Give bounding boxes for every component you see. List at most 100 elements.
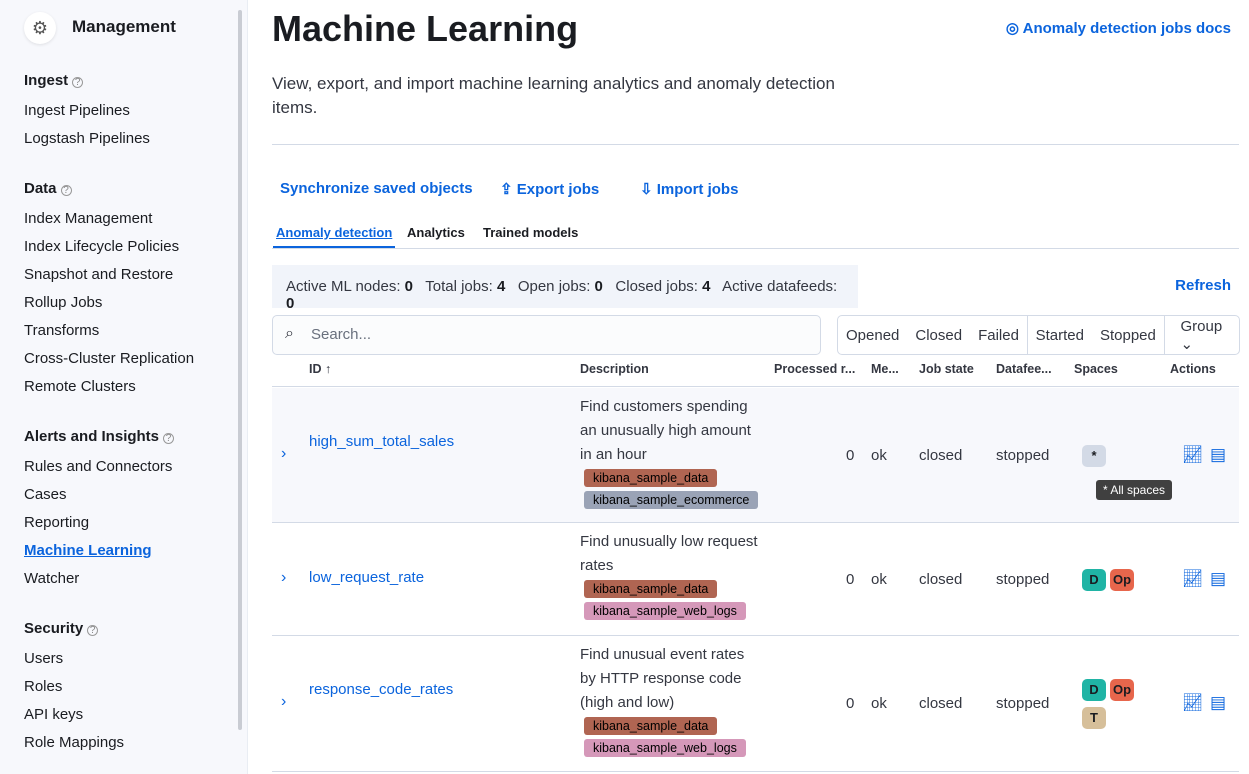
filter-failed[interactable]: Failed <box>978 326 1019 344</box>
group-badge[interactable]: kibana_sample_web_logs <box>584 602 746 620</box>
tab-trained-models[interactable]: Trained models <box>483 225 579 240</box>
filter-closed[interactable]: Closed <box>915 326 963 344</box>
column-processed[interactable]: Processed r... <box>774 362 856 376</box>
group-badge[interactable]: kibana_sample_web_logs <box>584 739 746 757</box>
export-icon: ⇪ <box>500 181 517 198</box>
group-badge[interactable]: kibana_sample_data <box>584 580 718 598</box>
expand-row-chevron-icon[interactable]: › <box>281 444 287 462</box>
export-jobs-link[interactable]: ⇪ Export jobs <box>500 181 600 198</box>
job-state: closed <box>919 570 963 588</box>
tab-anomaly-detection[interactable]: Anomaly detection <box>273 225 396 248</box>
sidebar-section: Alerts and Insights? <box>24 428 175 445</box>
table-row <box>272 523 1239 636</box>
import-jobs-link[interactable]: ⇩ Import jobs <box>640 181 739 198</box>
help-icon: ? <box>163 433 175 444</box>
sort-up-icon: ↑ <box>324 362 332 376</box>
table-icon[interactable]: ▤ <box>1210 693 1227 712</box>
column-spaces: Spaces <box>1074 362 1118 376</box>
refresh-button[interactable]: Refresh <box>1175 277 1231 294</box>
sidebar: ⚙ Management Ingest? Ingest Pipelines Logs… <box>0 0 248 774</box>
search-icon: ⌕ <box>285 325 294 342</box>
sidebar-item[interactable]: Index Management <box>24 210 153 227</box>
sidebar-item[interactable]: Ingest Pipelines <box>24 102 130 119</box>
sidebar-item[interactable]: Logstash Pipelines <box>24 130 150 147</box>
space-avatar[interactable]: Op <box>1110 568 1134 591</box>
table-icon[interactable]: ▤ <box>1210 444 1227 464</box>
column-id[interactable]: ID ↑ <box>309 362 332 376</box>
tooltip: * All spaces <box>1096 480 1173 500</box>
job-description: Find unusual event rates by HTTP respons… <box>580 646 745 711</box>
memory-status: ok <box>871 695 887 712</box>
divider <box>272 144 1239 145</box>
job-id-link[interactable]: response_code_rates <box>309 681 454 698</box>
column-description[interactable]: Description <box>580 362 649 376</box>
tab-analytics[interactable]: Analytics <box>407 225 465 240</box>
space-avatar[interactable]: T <box>1082 707 1106 729</box>
expand-row-chevron-icon[interactable]: › <box>281 693 287 710</box>
sidebar-item[interactable]: Rollup Jobs <box>24 294 103 311</box>
job-state: closed <box>919 446 963 464</box>
page-title: Machine Learning <box>272 8 579 49</box>
sidebar-scrollbar[interactable] <box>238 10 242 730</box>
sidebar-item[interactable]: Reporting <box>24 514 90 531</box>
column-job-state[interactable]: Job state <box>919 362 974 376</box>
filter-stopped[interactable]: Stopped <box>1099 326 1156 344</box>
space-avatar[interactable]: * <box>1082 444 1106 467</box>
gear-icon: ⚙ <box>24 12 56 44</box>
sidebar-section: Data? <box>24 180 72 197</box>
job-id-link[interactable]: high_sum_total_sales <box>309 432 455 450</box>
import-icon: ⇩ <box>640 181 657 198</box>
page-description: View, export, and import machine learnin… <box>272 74 835 117</box>
sidebar-item[interactable]: Remote Clusters <box>24 378 136 395</box>
sidebar-section: Security? <box>24 620 99 637</box>
group-badge[interactable]: kibana_sample_data <box>584 469 718 487</box>
column-datafeed[interactable]: Datafee... <box>996 362 1052 376</box>
group-badge[interactable]: kibana_sample_data <box>584 717 718 735</box>
sidebar-item[interactable]: Index Lifecycle Policies <box>24 238 180 255</box>
datafeed-state: stopped <box>996 446 1050 464</box>
help-icon: ? <box>60 185 72 196</box>
help-icon: ? <box>72 77 84 88</box>
processed-records: 0 <box>846 446 855 464</box>
processed-records: 0 <box>846 570 855 588</box>
filter-opened[interactable]: Opened <box>846 326 900 344</box>
docs-link[interactable]: ◎ Anomaly detection jobs docs <box>1005 20 1231 37</box>
sync-saved-objects-link[interactable]: Synchronize saved objects <box>280 180 473 197</box>
column-actions: Actions <box>1170 362 1216 376</box>
chart-icon[interactable]: 📈︎ <box>1182 693 1204 712</box>
sidebar-item[interactable]: Roles <box>24 678 63 695</box>
job-id-link[interactable]: low_request_rate <box>309 568 425 586</box>
job-description: Find customers spending an unusually hig… <box>580 398 751 463</box>
sidebar-title: Management <box>72 17 176 36</box>
sidebar-item[interactable]: Transforms <box>24 322 100 339</box>
chevron-down-icon: ⌄ <box>1180 335 1194 353</box>
processed-records: 0 <box>846 695 855 712</box>
table-icon[interactable]: ▤ <box>1210 568 1227 588</box>
sidebar-item[interactable]: Users <box>24 650 64 667</box>
sidebar-item[interactable]: Snapshot and Restore <box>24 266 174 283</box>
table-row <box>272 636 1239 772</box>
sidebar-item[interactable]: Machine Learning <box>24 542 152 559</box>
sidebar-item[interactable]: Rules and Connectors <box>24 458 173 475</box>
chart-icon[interactable]: 📈︎ <box>1182 444 1204 464</box>
sidebar-item[interactable]: API keys <box>24 706 84 723</box>
search-input[interactable]: ⌕ Search... <box>272 315 821 355</box>
space-avatar[interactable]: D <box>1082 568 1106 591</box>
filter-started[interactable]: Started <box>1035 326 1084 344</box>
sidebar-item[interactable]: Cross-Cluster Replication <box>24 350 195 367</box>
expand-row-chevron-icon[interactable]: › <box>281 568 287 586</box>
help-icon: ? <box>87 625 99 636</box>
group-badge[interactable]: kibana_sample_ecommerce <box>584 491 759 509</box>
space-avatar[interactable]: D <box>1082 679 1106 701</box>
column-memory[interactable]: Me... <box>871 362 899 376</box>
sidebar-item[interactable]: Watcher <box>24 570 80 587</box>
chart-icon[interactable]: 📈︎ <box>1182 568 1204 588</box>
filter-group-dropdown[interactable]: Group ⌄ <box>1165 318 1239 353</box>
help-icon: ◎ <box>1005 20 1023 37</box>
job-description: Find unusually low request rates <box>580 533 758 574</box>
sidebar-section: Ingest? <box>24 72 84 89</box>
sidebar-item[interactable]: Role Mappings <box>24 734 125 751</box>
space-avatar[interactable]: Op <box>1110 679 1134 701</box>
sidebar-item[interactable]: Cases <box>24 486 67 503</box>
filter-group: Opened Closed Failed Started Stopped Gro… <box>837 315 1240 355</box>
